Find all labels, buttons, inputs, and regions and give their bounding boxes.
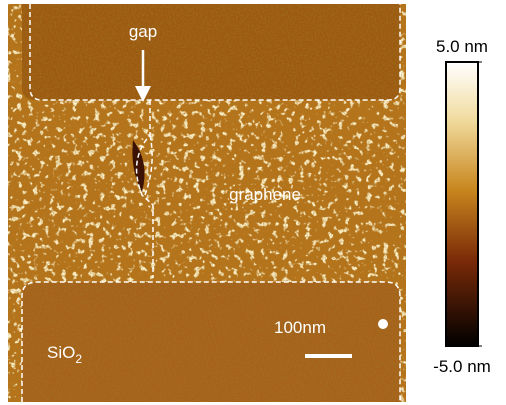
substrate-subscript: 2	[75, 352, 82, 366]
colorbar-scale	[446, 62, 478, 346]
gap-label: gap	[129, 22, 157, 41]
colorbar-tick-label: -5.0 nm	[433, 357, 491, 376]
afm-image: gap graphene SiO2 100nm	[8, 4, 406, 402]
figure: gap graphene SiO2 100nm 5.0 nm -5.0 nm	[0, 0, 506, 405]
scale-bar-label: 100nm	[274, 318, 326, 337]
substrate-text: SiO	[47, 343, 75, 362]
particle	[378, 319, 388, 329]
colorbar-tick-label: 5.0 nm	[436, 37, 488, 56]
colorbar: 5.0 nm -5.0 nm	[433, 37, 491, 376]
graphene-label: graphene	[229, 185, 301, 204]
